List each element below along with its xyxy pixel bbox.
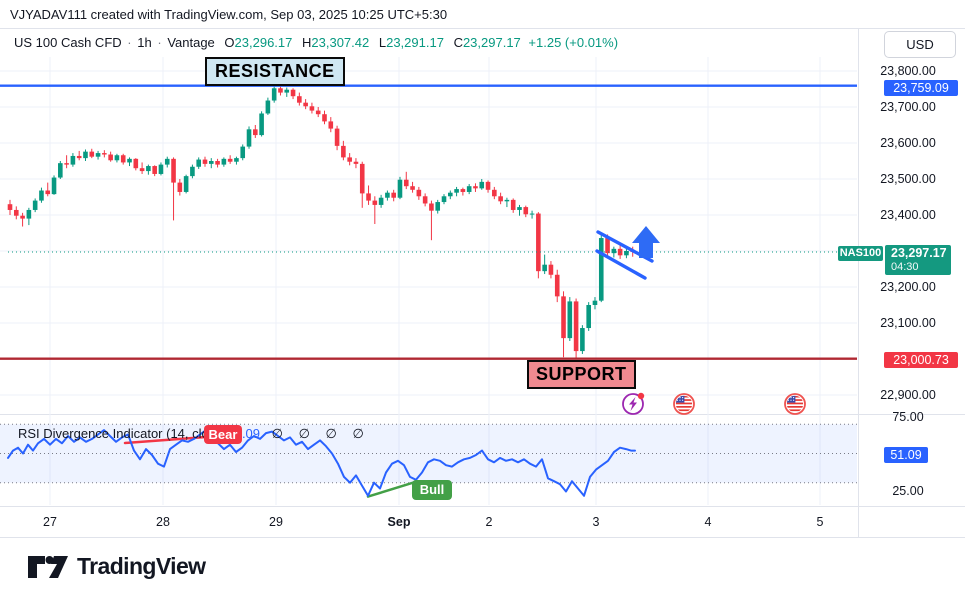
us-flag-event-icon[interactable] (673, 393, 695, 415)
tradingview-logo-icon (28, 555, 68, 578)
open-value: 23,296.17 (234, 35, 293, 50)
price-axis-label: 23,800.00 (880, 64, 936, 78)
rsi-value-flag: 51.09 (884, 447, 928, 463)
time-axis-label: Sep (387, 515, 411, 529)
bear-divergence-line (123, 435, 208, 445)
time-axis-divider (0, 506, 965, 507)
time-axis-label: 29 (269, 515, 283, 529)
ticker-tag: NAS100 (838, 246, 883, 261)
rsi-axis-25[interactable]: 25.00 (892, 484, 924, 498)
time-axis-label: 4 (704, 515, 712, 529)
widget-bottom-border (0, 537, 965, 538)
rsi-line (7, 429, 636, 497)
time-axis-label: 3 (592, 515, 600, 529)
us-flag-event-icon[interactable] (784, 393, 806, 415)
close-value: 23,297.17 (462, 35, 521, 50)
tradingview-logo-text: TradingView (77, 553, 206, 579)
rsi-axis-75[interactable]: 75.00 (892, 410, 924, 424)
support-text-box[interactable]: SUPPORT (527, 360, 636, 389)
price-axis-label: 22,900.00 (880, 388, 936, 402)
flag-channel-lower-line[interactable] (595, 249, 647, 280)
resistance-text-box[interactable]: RESISTANCE (205, 57, 345, 86)
flash-economic-event-icon[interactable] (622, 392, 645, 415)
rsi-indicator-title[interactable]: RSI Divergence Indicator (14, close 51.09… (18, 426, 370, 441)
price-axis-border (858, 28, 859, 537)
last-price-flag: 23,297.17 04:30 (885, 245, 951, 275)
change-value: +1.25 (+0.01%) (528, 35, 619, 50)
broker-label: Vantage (167, 35, 215, 50)
bar-countdown: 04:30 (891, 261, 919, 273)
tradingview-logo[interactable]: TradingView (28, 553, 206, 580)
bull-divergence-badge: Bull (412, 480, 452, 500)
candlestick-series (7, 82, 636, 358)
time-axis-label: 28 (156, 515, 170, 529)
up-arrow-drawing[interactable] (632, 226, 660, 258)
price-axis-label: 23,100.00 (880, 316, 936, 330)
currency-button[interactable]: USD (884, 31, 956, 58)
widget-top-border (0, 28, 965, 29)
price-axis-label: 23,500.00 (880, 172, 936, 186)
time-axis-label: 5 (816, 515, 824, 529)
bull-divergence-line (366, 481, 415, 498)
time-axis-label: 2 (485, 515, 493, 529)
interval-label: 1h (137, 35, 152, 50)
attribution-text: VJYADAV111 created with TradingView.com,… (10, 7, 448, 22)
time-axis-label: 27 (43, 515, 57, 529)
symbol-legend: US 100 Cash CFD · 1h · Vantage O23,296.1… (14, 35, 619, 50)
last-price-value: 23,297.17 (891, 246, 947, 260)
price-axis-label: 23,400.00 (880, 208, 936, 222)
support-price-flag: 23,000.73 (884, 352, 958, 368)
pane-divider[interactable] (0, 414, 965, 415)
bear-divergence-badge: Bear (204, 425, 242, 444)
low-value: 23,291.17 (386, 35, 444, 50)
symbol-name: US 100 Cash CFD (14, 35, 122, 50)
high-value: 23,307.42 (311, 35, 370, 50)
rsi-null-values: ∅ ∅ ∅ ∅ (271, 426, 370, 441)
resistance-price-flag: 23,759.09 (884, 80, 958, 96)
price-axis-label: 23,600.00 (880, 136, 936, 150)
price-axis-label: 23,700.00 (880, 100, 936, 114)
price-axis-label: 23,200.00 (880, 280, 936, 294)
